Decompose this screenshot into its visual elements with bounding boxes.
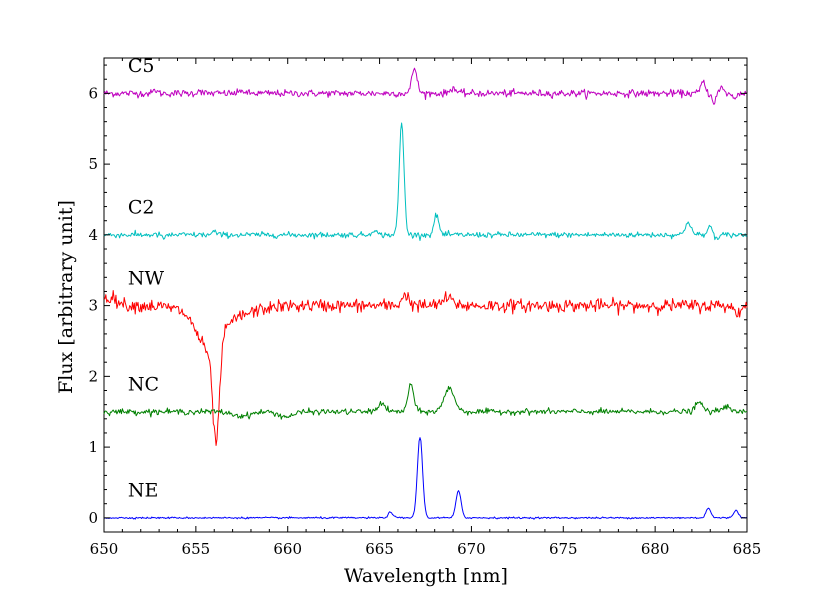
series-line-c2: [103, 122, 748, 242]
y-tick-label: 0: [88, 509, 98, 527]
plot-frame: [103, 57, 748, 533]
series-label-ne: NE: [128, 480, 159, 502]
x-tick-label: 660: [273, 540, 302, 558]
annotation-layer: C5 C2 NW NC NE: [128, 55, 165, 501]
series-label-c5: C5: [128, 55, 155, 77]
series-layer: [103, 67, 748, 520]
x-axis-label: Wavelength [nm]: [344, 565, 508, 587]
series-line-nw: [103, 290, 748, 446]
series-line-ne: [103, 437, 748, 520]
y-tick-label: 1: [88, 438, 98, 456]
series-line-c5: [103, 67, 748, 105]
series-label-c2: C2: [128, 197, 155, 219]
x-tick-label: 675: [549, 540, 578, 558]
y-tick-label: 3: [88, 297, 98, 315]
x-tick-label: 670: [457, 540, 486, 558]
y-tick-label: 2: [88, 367, 98, 385]
series-label-nw: NW: [128, 267, 165, 289]
x-tick-label: 665: [365, 540, 394, 558]
series-label-nc: NC: [128, 374, 159, 396]
ticks-layer: 650 655 660 665 670 675 680 685 0 1 2 3 4 5 6: [88, 58, 761, 558]
x-tick-label: 685: [733, 540, 762, 558]
x-tick-label: 650: [90, 540, 119, 558]
y-tick-label: 5: [88, 155, 98, 173]
x-tick-label: 655: [182, 540, 211, 558]
y-tick-label: 4: [88, 226, 98, 244]
plot-area: [103, 57, 748, 533]
y-axis-label: Flux [arbitrary unit]: [55, 200, 77, 394]
y-tick-label: 6: [88, 84, 98, 102]
series-line-nc: [103, 383, 748, 420]
x-tick-label: 680: [641, 540, 670, 558]
